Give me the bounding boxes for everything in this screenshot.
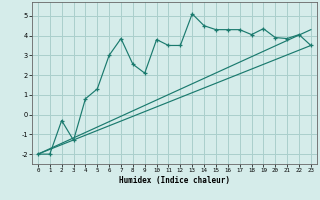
X-axis label: Humidex (Indice chaleur): Humidex (Indice chaleur) bbox=[119, 176, 230, 185]
